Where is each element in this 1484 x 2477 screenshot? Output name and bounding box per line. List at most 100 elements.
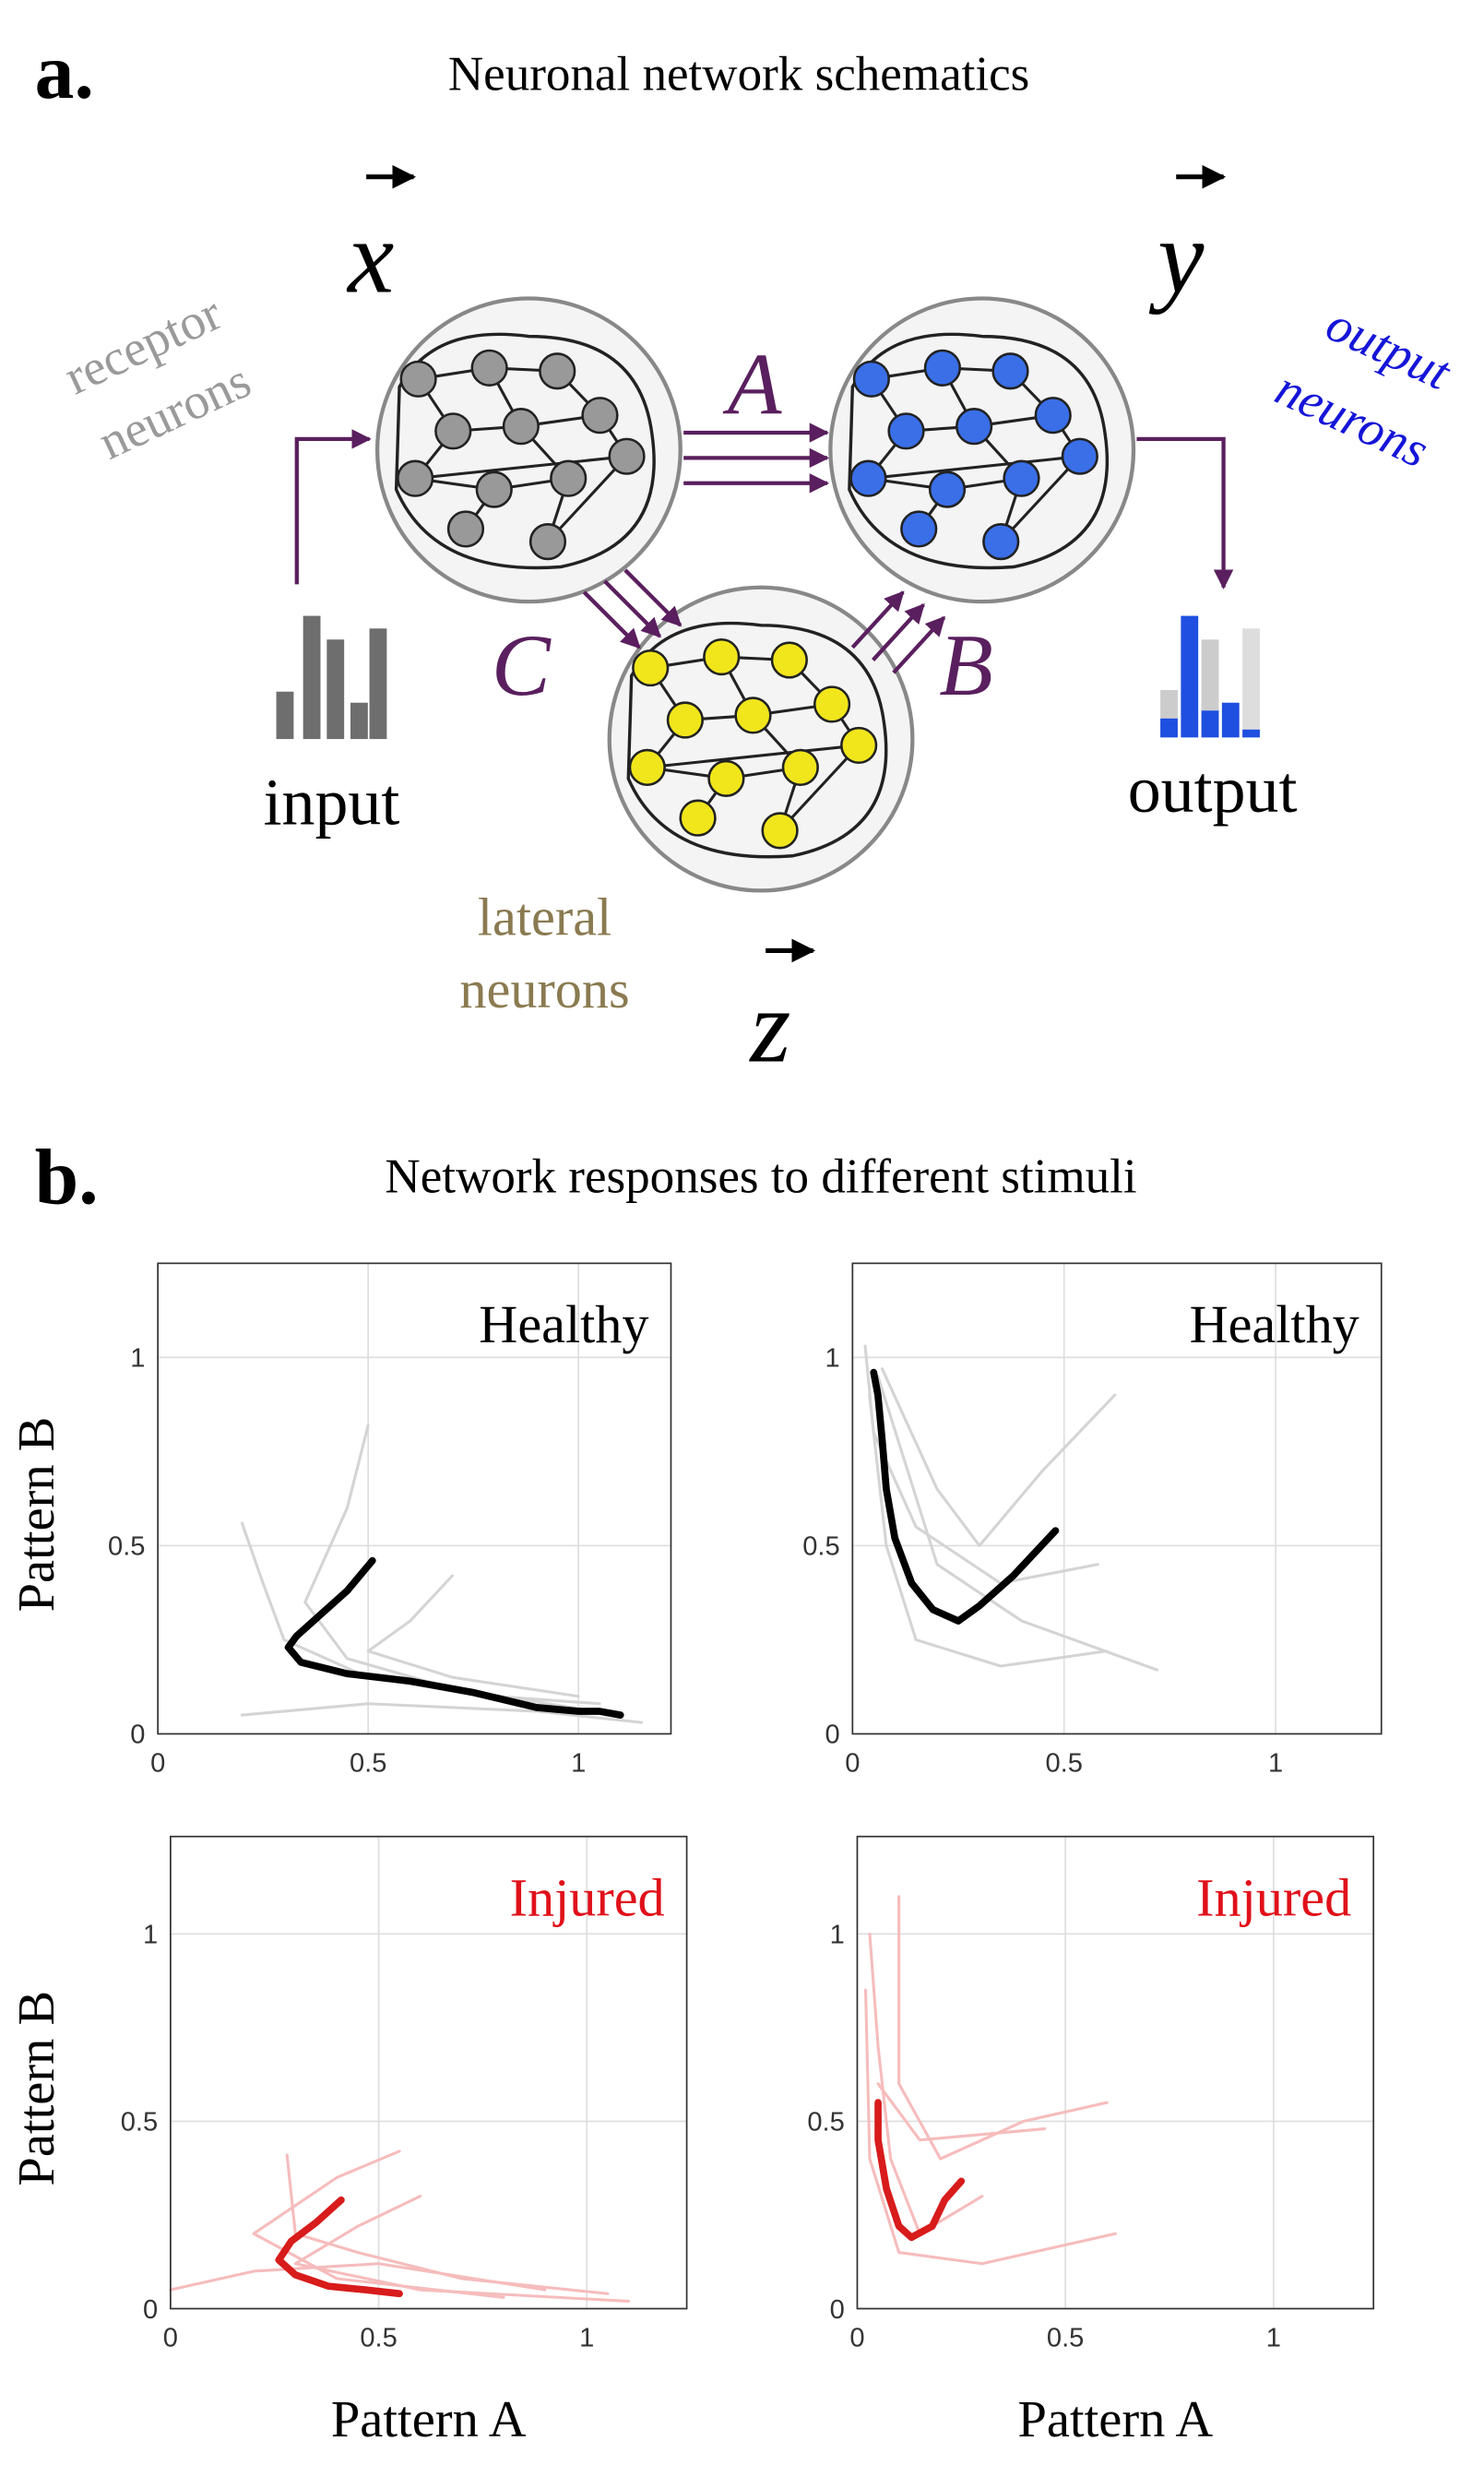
neuron — [608, 437, 646, 475]
edge — [1000, 455, 1081, 543]
neuron — [502, 408, 540, 446]
trajectory — [366, 1574, 580, 1698]
y-tick-label: 1 — [830, 1921, 845, 1950]
neuron — [434, 412, 472, 450]
x-tick-label: 0.5 — [350, 1749, 386, 1779]
y-tick-label: 0 — [830, 2295, 845, 2325]
module-outline — [626, 621, 888, 859]
y-axis-label: Pattern B — [8, 1991, 65, 2186]
trajectory — [284, 1556, 624, 1719]
neuron — [666, 701, 704, 739]
plot-frame — [851, 1262, 1383, 1735]
neuron — [539, 352, 576, 390]
neuron — [707, 759, 745, 797]
y-tick-label: 1 — [130, 1344, 145, 1374]
edge — [868, 455, 1080, 481]
output-arrow — [1136, 436, 1234, 589]
neuron — [703, 637, 741, 676]
neuron — [813, 685, 851, 723]
y-tick-label: 0.5 — [121, 2108, 158, 2138]
panel-title: Neuronal network schematics — [448, 48, 1029, 101]
charts: 0 0.5 1 0 0.5 1 Healthy Pattern B 0 0.5 1 0 0.5 1 Heal… — [8, 1262, 1383, 2448]
module-outline — [394, 332, 656, 570]
y-tick-label: 1 — [825, 1344, 839, 1374]
neuron — [399, 360, 437, 398]
y-tick-label: 0.5 — [807, 2108, 844, 2138]
connection-arrow — [871, 603, 925, 661]
connection-arrow — [582, 590, 641, 649]
trajectory — [874, 2099, 966, 2242]
neuron — [632, 649, 670, 687]
x-axis-label: Pattern A — [1017, 2391, 1213, 2448]
y-tick-label: 0 — [825, 1721, 839, 1750]
x-tick-label: 0 — [163, 2324, 178, 2353]
output-bar — [1160, 718, 1178, 738]
trajectory — [876, 2082, 1047, 2142]
output-bar — [1181, 615, 1199, 738]
panel-title: Network responses to different stimuli — [385, 1149, 1136, 1203]
edge — [778, 744, 861, 832]
plot-area — [170, 1836, 687, 2309]
neuron — [849, 459, 887, 497]
trajectory — [897, 1895, 1109, 2161]
lateral-label: lateral — [478, 887, 611, 947]
neuron — [679, 799, 717, 837]
vector-label: x — [346, 200, 394, 316]
neuron — [446, 510, 485, 548]
neuron — [1061, 437, 1098, 475]
y-tick-label: 0.5 — [802, 1532, 839, 1562]
y-tick-label: 0 — [143, 2295, 158, 2325]
trajectory — [293, 2195, 630, 2304]
neuron — [982, 523, 1020, 561]
connection-label: A — [722, 335, 782, 433]
connection-label: C — [492, 616, 552, 714]
y-axis-label: Pattern B — [8, 1417, 65, 1613]
x-tick-label: 1 — [1268, 1749, 1283, 1779]
neuron — [991, 352, 1029, 390]
neuron — [550, 459, 588, 497]
connection-arrow — [623, 568, 683, 627]
y-tick-label: 0 — [130, 1721, 145, 1750]
plot-area — [857, 1836, 1374, 2309]
input-bar — [350, 702, 368, 740]
neuron — [781, 748, 819, 787]
neuron — [397, 459, 434, 497]
neuron — [956, 408, 993, 446]
output-bar — [1201, 710, 1219, 738]
module-outline — [848, 332, 1110, 570]
neuron — [1034, 397, 1072, 435]
output-bar — [1242, 628, 1260, 738]
annotation: Healthy — [1190, 1294, 1359, 1354]
x-tick-label: 0.5 — [1045, 1749, 1082, 1779]
trajectory — [876, 1375, 1159, 1672]
neuron — [840, 726, 878, 765]
output-label: output — [1128, 753, 1298, 827]
trajectory — [863, 1988, 1117, 2266]
x-tick-label: 1 — [571, 1749, 586, 1779]
edge — [546, 455, 628, 543]
trajectory — [275, 2196, 403, 2298]
x-axis-label: Pattern A — [331, 2391, 527, 2448]
neuron — [761, 812, 799, 850]
plot-area — [158, 1263, 671, 1734]
connection-arrow — [603, 579, 662, 638]
neuron — [581, 397, 619, 435]
output-bar — [1221, 702, 1240, 738]
schematic — [276, 164, 1260, 963]
trajectory — [868, 1932, 984, 2235]
vector-label: y — [1148, 200, 1205, 316]
neuron — [528, 523, 567, 561]
vector-label: z — [748, 969, 790, 1084]
neuron — [852, 360, 890, 398]
neuron — [770, 641, 808, 679]
plot-frame — [170, 1835, 688, 2310]
input-bar — [276, 691, 294, 740]
x-tick-label: 0 — [849, 2324, 864, 2353]
y-tick-label: 1 — [143, 1921, 158, 1950]
neuron — [1003, 459, 1040, 497]
annotation: Injured — [510, 1867, 665, 1927]
connection-arrow — [892, 615, 946, 674]
x-tick-label: 0.5 — [360, 2324, 397, 2353]
x-tick-label: 0 — [150, 1749, 165, 1779]
